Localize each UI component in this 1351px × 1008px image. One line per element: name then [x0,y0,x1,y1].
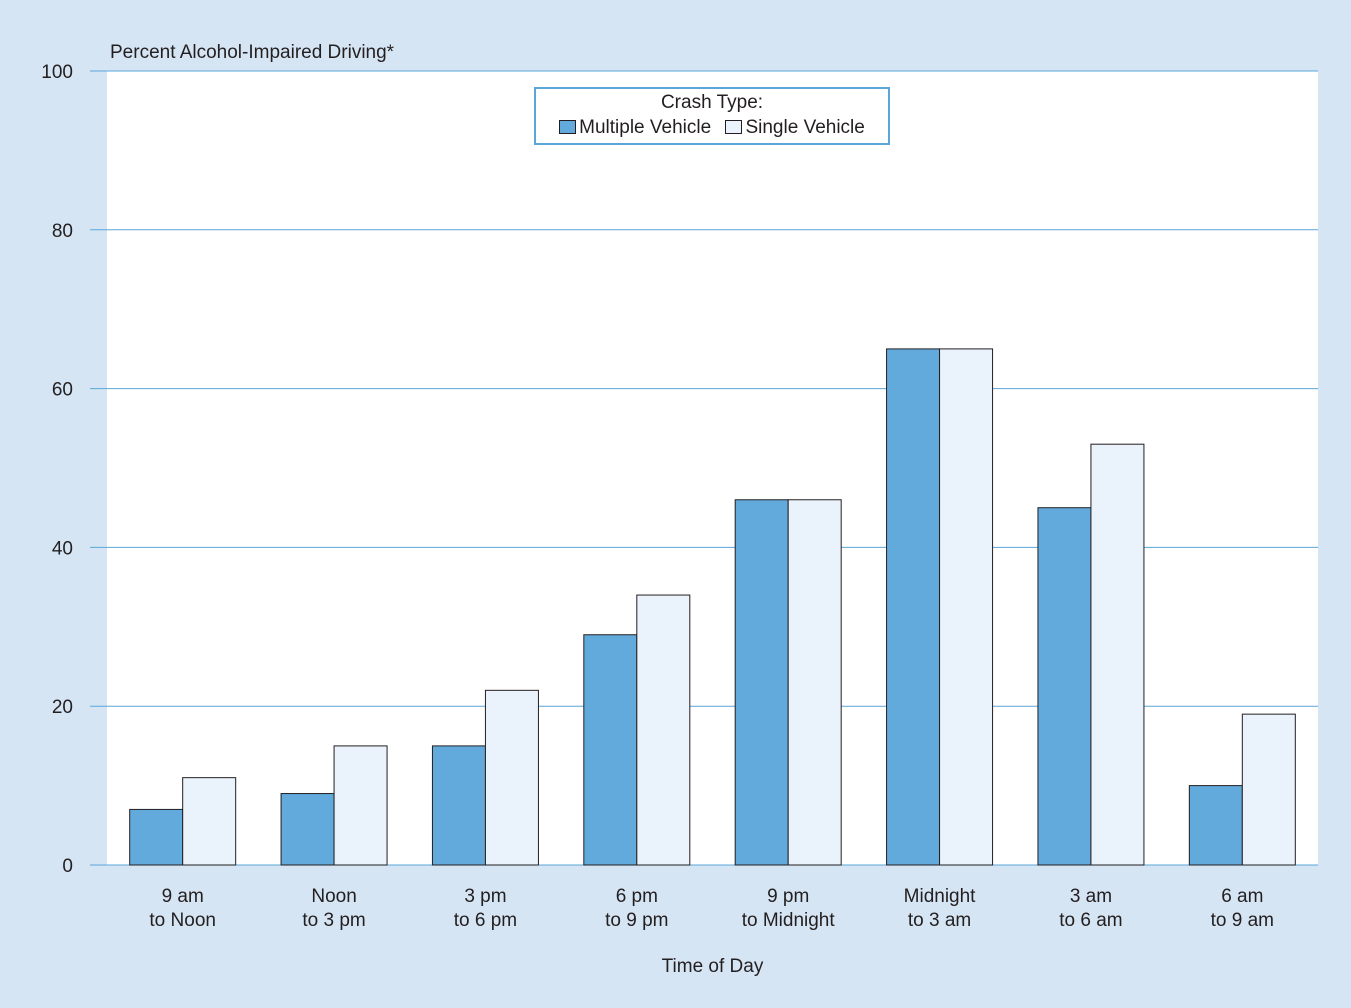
legend: Crash Type: Multiple Vehicle Single Vehi… [534,87,890,145]
legend-swatch-single-vehicle [725,120,743,134]
y-tick-label: 0 [62,856,73,877]
bar [1241,713,1296,866]
legend-entries: Multiple Vehicle Single Vehicle [536,117,888,139]
legend-title: Crash Type: [660,92,764,113]
y-axis-label: Percent Alcohol-Impaired Driving* [110,42,395,63]
bar [182,777,237,866]
bar [1090,443,1145,866]
bar [636,594,691,866]
bar [484,689,539,866]
x-tick-label: 3 am [1070,886,1112,907]
bars [129,348,1296,866]
bar [886,348,941,866]
x-tick-label: 9 am [162,886,204,907]
bar [939,348,994,866]
x-tick-label: to Noon [149,910,216,931]
y-tick-label: 100 [41,62,73,83]
x-tick-label: Noon [311,886,356,907]
legend-swatch-multiple-vehicle [559,120,577,134]
x-tick-label: Midnight [904,886,977,907]
x-tick-label: to 6 pm [454,910,517,931]
bar [1037,507,1092,866]
y-tick-labels: 0 20 40 60 80 100 [41,62,73,877]
y-tick-label: 80 [52,221,73,242]
legend-label-multiple-vehicle: Multiple Vehicle [579,117,712,138]
x-tick-label: to 3 pm [302,910,365,931]
legend-item-multiple-vehicle: Multiple Vehicle [559,117,711,139]
bar [129,808,184,866]
legend-item-single-vehicle: Single Vehicle [725,117,865,139]
bar [787,499,842,866]
y-tick-label: 20 [52,697,73,718]
x-tick-label: 3 pm [464,886,506,907]
bar [280,793,335,866]
y-tick-label: 60 [52,380,73,401]
x-tick-label: to 9 pm [605,910,668,931]
y-tick-label: 40 [52,538,73,559]
bar [583,634,638,866]
x-tick-label: to 9 am [1211,910,1274,931]
bar [1188,785,1243,866]
legend-label-single-vehicle: Single Vehicle [745,117,865,138]
x-tick-labels: 9 am to Noon Noon to 3 pm 3 pm to 6 pm 6 pm to … [149,886,1274,931]
x-tick-label: 6 pm [616,886,658,907]
x-tick-label: to 6 am [1059,910,1122,931]
x-tick-label: to 3 am [908,910,971,931]
x-tick-label: 9 pm [767,886,809,907]
x-tick-label: to Midnight [742,910,836,931]
bar [333,745,388,866]
bar [431,745,486,866]
x-tick-label: 6 am [1221,886,1263,907]
bar [734,499,789,866]
x-axis-label: Time of Day [662,956,764,977]
